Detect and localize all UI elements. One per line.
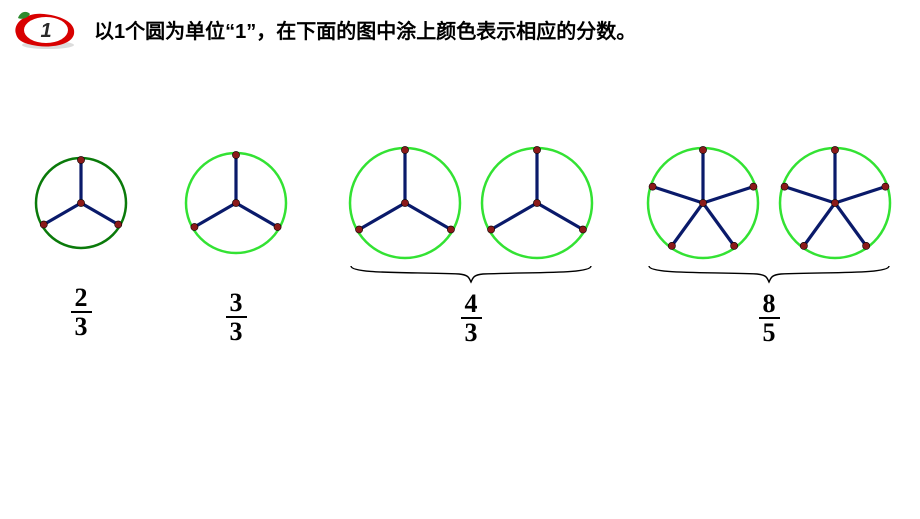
spoke: [835, 187, 885, 203]
spoke: [81, 203, 118, 225]
vertex-dot: [831, 146, 838, 153]
group-column: 23: [28, 150, 134, 341]
fraction-label: 85: [759, 290, 780, 347]
vertex-dot: [232, 151, 239, 158]
fraction-circle: [474, 140, 600, 266]
vertex-dot: [731, 242, 738, 249]
vertex-dot: [77, 199, 84, 206]
vertex-dot: [533, 199, 540, 206]
vertex-dot: [191, 223, 198, 230]
circle-row: [640, 140, 898, 266]
spoke: [405, 203, 451, 230]
fraction-denominator: 3: [71, 313, 92, 340]
fraction-circle: [772, 140, 898, 266]
fraction-group: 43: [342, 140, 600, 347]
vertex-dot: [831, 199, 838, 206]
fraction-group: 23: [28, 150, 134, 341]
fraction-denominator: 3: [461, 319, 482, 346]
spoke: [44, 203, 81, 225]
spoke: [359, 203, 405, 230]
group-column: 33: [178, 145, 294, 346]
vertex-dot: [668, 242, 675, 249]
vertex-dot: [533, 146, 540, 153]
fraction-circle: [342, 140, 468, 266]
spoke: [653, 187, 703, 203]
circle-row: [28, 150, 134, 256]
vertex-dot: [232, 199, 239, 206]
spoke: [236, 203, 278, 227]
fraction-numerator: 4: [461, 290, 482, 319]
spoke: [537, 203, 583, 230]
circle-row: [178, 145, 294, 261]
group-column: 85: [640, 140, 898, 347]
exercise-badge: 1: [10, 8, 80, 50]
vertex-dot: [781, 183, 788, 190]
pepper-icon: 1: [10, 8, 80, 50]
vertex-dot: [882, 183, 889, 190]
spoke: [672, 203, 703, 246]
vertex-dot: [356, 226, 363, 233]
vertex-dot: [401, 199, 408, 206]
fraction-circle: [28, 150, 134, 256]
fraction-circle: [178, 145, 294, 261]
vertex-dot: [40, 221, 47, 228]
instruction-text: 以1个圆为单位“1”，在下面的图中涂上颜色表示相应的分数。: [94, 15, 636, 44]
vertex-dot: [77, 156, 84, 163]
spoke: [194, 203, 236, 227]
fraction-numerator: 2: [71, 284, 92, 313]
vertex-dot: [274, 223, 281, 230]
fraction-group: 33: [178, 145, 294, 346]
vertex-dot: [579, 226, 586, 233]
fraction-denominator: 5: [759, 319, 780, 346]
spoke: [491, 203, 537, 230]
brace-icon: [645, 264, 893, 286]
vertex-dot: [115, 221, 122, 228]
fraction-label: 33: [226, 289, 247, 346]
fraction-numerator: 8: [759, 290, 780, 319]
spoke: [785, 187, 835, 203]
vertex-dot: [447, 226, 454, 233]
vertex-dot: [699, 199, 706, 206]
vertex-dot: [649, 183, 656, 190]
vertex-dot: [800, 242, 807, 249]
fraction-denominator: 3: [226, 318, 247, 345]
fraction-numerator: 3: [226, 289, 247, 318]
brace-icon: [347, 264, 595, 286]
spoke: [835, 203, 866, 246]
vertex-dot: [863, 242, 870, 249]
circle-row: [342, 140, 600, 266]
vertex-dot: [699, 146, 706, 153]
vertex-dot: [401, 146, 408, 153]
group-column: 43: [342, 140, 600, 347]
fraction-label: 43: [461, 290, 482, 347]
fraction-circle: [640, 140, 766, 266]
vertex-dot: [750, 183, 757, 190]
spoke: [703, 187, 753, 203]
badge-number: 1: [40, 20, 51, 42]
fraction-label: 23: [71, 284, 92, 341]
vertex-dot: [488, 226, 495, 233]
fraction-group: 85: [640, 140, 898, 347]
spoke: [804, 203, 835, 246]
header: 1 以1个圆为单位“1”，在下面的图中涂上颜色表示相应的分数。: [0, 0, 920, 50]
spoke: [703, 203, 734, 246]
